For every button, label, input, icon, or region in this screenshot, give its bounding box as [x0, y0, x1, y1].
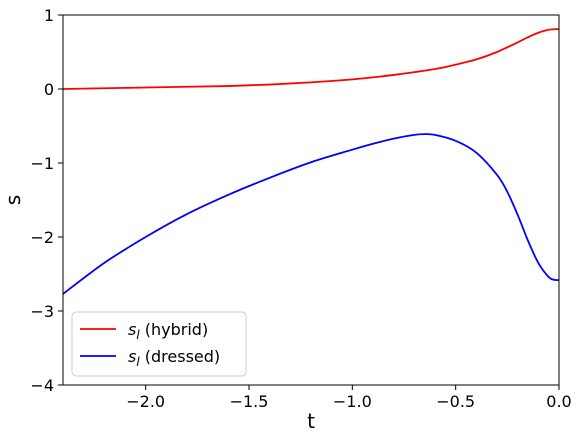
- legend-box: [71, 311, 247, 377]
- legend-label: sl (dressed): [128, 347, 220, 369]
- y-tick-label: −4: [30, 376, 54, 395]
- y-tick-label: −2: [30, 228, 54, 247]
- y-tick-label: −3: [30, 302, 54, 321]
- x-tick-label: −0.5: [436, 392, 475, 411]
- series-line-1: [63, 133, 559, 295]
- series-line-0: [63, 28, 559, 90]
- ticks-layer: −2.0 −1.5 −1.0 −0.5 0.0 1 0 −1 −2 −3 −4: [30, 6, 571, 411]
- y-tick-label: 1: [44, 6, 54, 25]
- y-axis-label: s: [1, 195, 25, 205]
- x-tick-label: −1.0: [333, 392, 372, 411]
- series-layer: [63, 28, 559, 295]
- y-tick-label: −1: [30, 154, 54, 173]
- x-tick-label: −2.0: [126, 392, 165, 411]
- plot-frame: [62, 14, 560, 386]
- y-tick-label: 0: [44, 80, 54, 99]
- x-axis-label: t: [307, 409, 315, 433]
- x-tick-label: 0.0: [546, 392, 571, 411]
- x-tick-label: −1.5: [230, 392, 269, 411]
- legend-label: sl (hybrid): [128, 320, 208, 342]
- legend: sl (hybrid) sl (dressed): [71, 311, 247, 377]
